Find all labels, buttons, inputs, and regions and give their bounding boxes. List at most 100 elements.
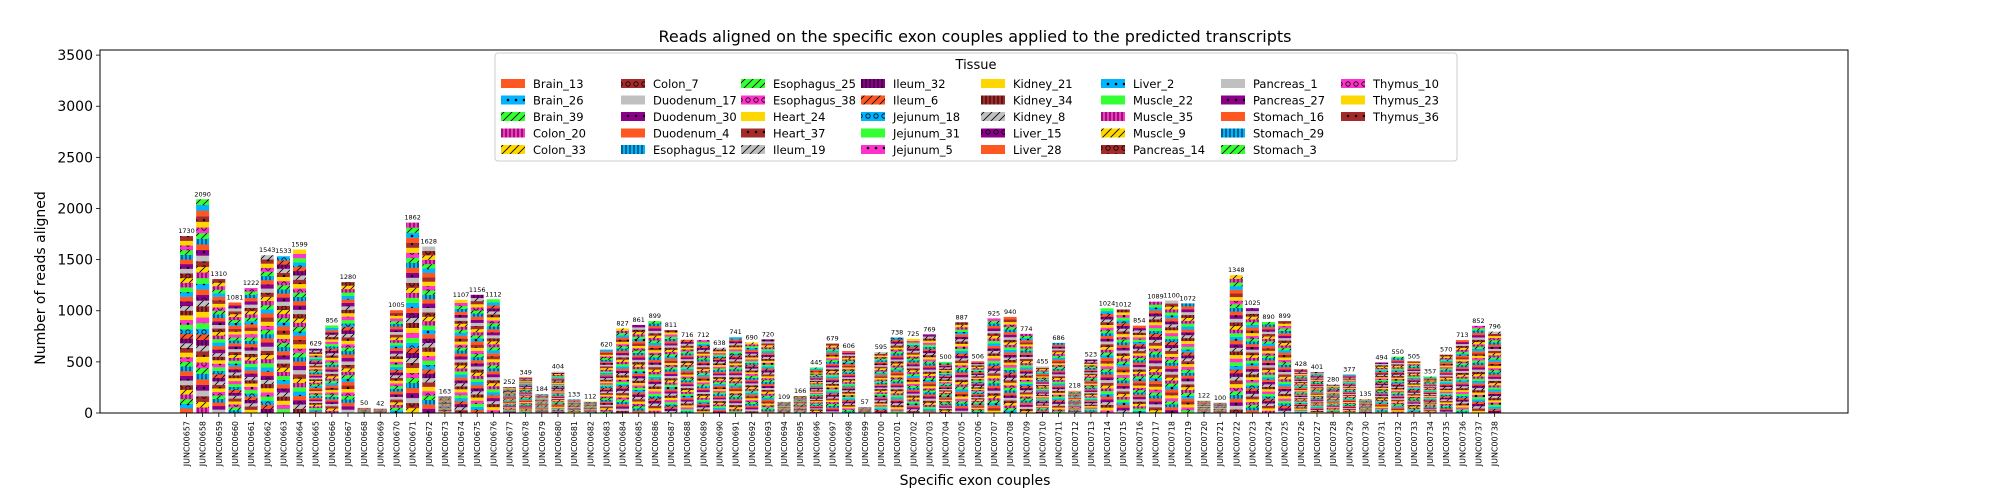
bar-segment <box>228 378 242 382</box>
bar-segment <box>1003 395 1017 398</box>
bar-segment <box>228 392 242 396</box>
bar-segment <box>1149 313 1162 317</box>
bar-segment <box>422 386 436 392</box>
bar-segment <box>1472 346 1485 349</box>
bar-segment <box>1229 336 1243 341</box>
bar-segment <box>1391 407 1405 409</box>
legend-entry: Muscle_22 <box>1101 94 1193 108</box>
bar-segment <box>1262 321 1276 325</box>
bar-segment <box>890 407 904 410</box>
bar-segment <box>761 372 775 375</box>
bar-segment <box>616 359 630 362</box>
bar-segment <box>632 382 646 386</box>
bar-segment <box>632 394 646 397</box>
bar-segment <box>761 376 775 379</box>
bar-segment <box>1132 399 1146 402</box>
bar-segment <box>955 355 969 359</box>
bar-segment <box>826 398 839 401</box>
bar-segment <box>1391 376 1405 378</box>
bar-value-label: 428 <box>1295 360 1307 368</box>
bar-segment <box>955 353 969 356</box>
bar-segment <box>922 348 936 352</box>
bar-segment <box>680 393 694 396</box>
bar-segment <box>196 221 210 228</box>
x-tick-label: JUNC00692 <box>748 421 757 467</box>
bar-segment <box>842 383 856 386</box>
bar-segment <box>793 401 807 402</box>
bar-segment <box>1391 356 1405 359</box>
bar-segment <box>1439 363 1453 366</box>
bar-segment <box>1391 358 1405 360</box>
bar-segment <box>1084 411 1098 414</box>
bar-segment <box>196 216 210 222</box>
bar-segment <box>712 402 726 405</box>
bar-segment <box>955 398 969 402</box>
legend-swatch <box>1221 112 1245 121</box>
bar-segment <box>1003 319 1017 323</box>
bar-segment <box>1455 399 1469 402</box>
bar-segment <box>454 338 468 342</box>
bar-segment <box>939 395 953 398</box>
bar-segment <box>712 373 726 376</box>
bar-segment <box>955 386 969 390</box>
bar-segment <box>1488 340 1502 343</box>
bar-segment <box>955 346 969 349</box>
bar-JUNC00738 <box>1488 331 1502 414</box>
bar-segment <box>1181 407 1195 411</box>
bar-segment <box>939 391 953 393</box>
bar-segment <box>1165 407 1179 411</box>
bar-segment <box>1165 383 1179 387</box>
bar-segment <box>842 408 856 410</box>
bar-segment <box>761 351 775 354</box>
bar-segment <box>1229 362 1243 366</box>
bar-segment <box>922 386 936 389</box>
bar-segment <box>535 410 549 411</box>
x-tick-label: JUNC00722 <box>1232 421 1241 467</box>
bar-segment <box>1358 406 1372 408</box>
bar-segment <box>438 403 452 405</box>
legend-swatch <box>741 95 765 105</box>
bar-segment <box>1132 367 1146 370</box>
bar-segment <box>325 357 339 361</box>
bar-segment <box>180 305 193 311</box>
bar-value-label: 1280 <box>340 273 357 281</box>
bar-segment <box>1439 359 1453 362</box>
bar-segment <box>196 317 210 324</box>
bar-segment <box>1294 409 1308 411</box>
bar-segment <box>712 376 726 379</box>
bar-segment <box>745 407 759 410</box>
bar-segment <box>1439 373 1453 375</box>
bar-segment <box>519 408 533 410</box>
bar-segment <box>1019 354 1033 357</box>
bar-segment <box>1229 369 1243 374</box>
bar-segment <box>228 305 242 309</box>
bar-segment <box>648 398 662 402</box>
bar-segment <box>874 388 888 391</box>
bar-segment <box>486 344 500 348</box>
bar-segment <box>761 368 775 371</box>
bar-segment <box>1488 374 1502 377</box>
bar-segment <box>1310 402 1324 404</box>
bar-segment <box>438 398 452 400</box>
bar-value-label: 1533 <box>275 247 292 255</box>
bar-segment <box>389 318 403 322</box>
bar-segment <box>1262 398 1276 402</box>
bar-segment <box>616 397 630 400</box>
bar-segment <box>1342 391 1356 393</box>
bar-segment <box>1100 344 1114 348</box>
bar-segment <box>906 389 920 392</box>
bar-segment <box>890 395 904 398</box>
bar-segment <box>276 268 290 273</box>
bar-segment <box>519 391 533 393</box>
bar-segment <box>680 357 694 360</box>
bar-segment <box>1132 378 1146 381</box>
bar-segment <box>180 315 193 321</box>
bar-segment <box>309 401 323 403</box>
bar-segment <box>244 363 258 368</box>
bar-segment <box>1229 300 1243 305</box>
bar-JUNC00727 <box>1310 371 1324 414</box>
bar-segment <box>406 367 420 374</box>
bar-segment <box>1488 376 1502 379</box>
bar-segment <box>228 354 242 358</box>
bar-segment <box>1165 300 1179 304</box>
